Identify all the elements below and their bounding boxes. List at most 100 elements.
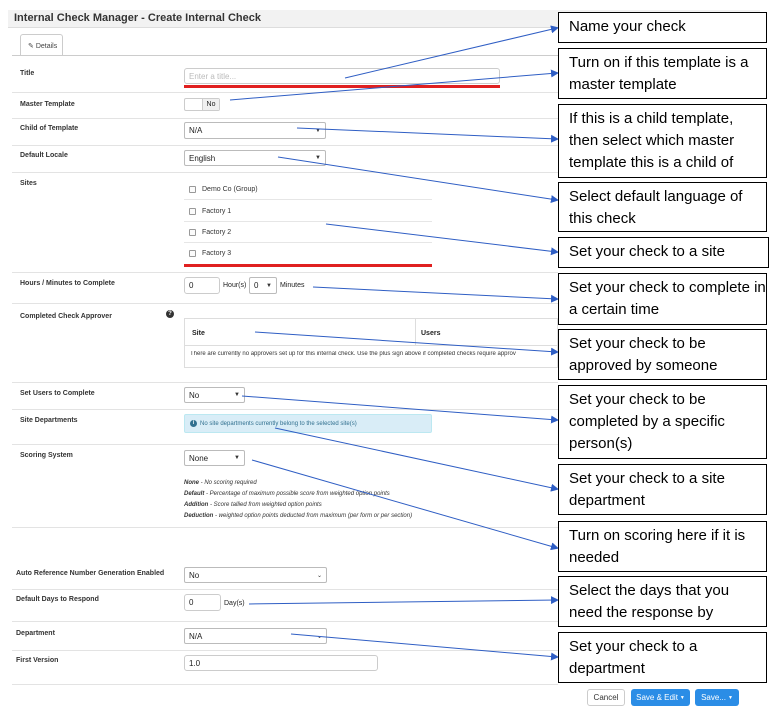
divider xyxy=(12,172,558,173)
tab-divider xyxy=(12,55,558,56)
default-days-input[interactable]: 0 xyxy=(184,594,221,611)
approver-empty-text: There are currently no approvers set up … xyxy=(190,351,516,357)
scoring-option-desc: Default - Percentage of maximum possible… xyxy=(184,491,390,497)
title-red-underline xyxy=(184,85,500,88)
child-of-template-label: Child of Template xyxy=(20,125,79,132)
set-users-select[interactable]: No ▼ xyxy=(184,387,245,403)
divider xyxy=(12,621,558,622)
divider xyxy=(12,303,558,304)
default-days-label: Default Days to Respond xyxy=(16,596,99,603)
master-template-label: Master Template xyxy=(20,101,75,108)
site-checkbox-item[interactable]: Demo Co (Group) xyxy=(184,179,432,200)
approver-table-header: Site Users xyxy=(185,319,557,346)
site-departments-label: Site Departments xyxy=(20,417,78,424)
arrow-department xyxy=(290,633,559,661)
scoring-option-desc: None - No scoring required xyxy=(184,480,257,486)
approver-label: Completed Check Approver xyxy=(20,313,112,320)
column-users: Users xyxy=(421,330,441,337)
divider xyxy=(12,272,558,273)
set-users-label: Set Users to Complete xyxy=(20,390,95,397)
pencil-icon: ✎ xyxy=(28,43,34,50)
chevron-down-icon: ▼ xyxy=(234,455,240,461)
divider xyxy=(12,382,558,383)
column-divider xyxy=(415,319,416,346)
master-template-toggle[interactable]: No xyxy=(184,98,220,111)
auto-ref-label: Auto Reference Number Generation Enabled xyxy=(16,570,165,577)
callout-approver: Set your check to be approved by someone xyxy=(558,329,767,380)
scoring-label: Scoring System xyxy=(20,452,73,459)
default-locale-label: Default Locale xyxy=(20,152,68,159)
title-label: Title xyxy=(20,70,35,77)
divider xyxy=(12,684,558,685)
hours-input[interactable]: 0 xyxy=(184,277,220,294)
minutes-unit: Minutes xyxy=(280,282,305,289)
tab-details-label: Details xyxy=(35,43,58,50)
divider xyxy=(12,527,558,528)
arrow-site-departments xyxy=(274,427,559,492)
chevron-down-icon: ▼ xyxy=(266,282,272,289)
chevron-down-icon: ▼ xyxy=(315,127,321,134)
tab-details[interactable]: ✎ Details xyxy=(20,34,63,56)
scoring-option-desc: Deduction - weighted option points deduc… xyxy=(184,513,413,519)
hours-unit: Hour(s) xyxy=(223,282,247,289)
callout-site-department: Set your check to a site department xyxy=(558,464,767,515)
save-button[interactable]: Save... ▼ xyxy=(695,689,739,706)
sites-red-underline xyxy=(184,264,432,267)
first-version-input[interactable]: 1.0 xyxy=(184,655,378,671)
site-departments-info: i No site departments currently belong t… xyxy=(184,414,432,433)
callout-department: Set your check to a department xyxy=(558,632,767,683)
arrow-hours xyxy=(312,286,559,303)
info-icon: i xyxy=(190,420,197,427)
default-locale-select[interactable]: English ▼ xyxy=(184,150,326,166)
divider xyxy=(12,92,558,93)
divider xyxy=(12,145,558,146)
callout-set-users: Set your check to be completed by a spec… xyxy=(558,385,767,459)
sites-label: Sites xyxy=(20,180,37,187)
department-label: Department xyxy=(16,630,55,637)
cancel-button[interactable]: Cancel xyxy=(587,689,625,706)
callout-hours: Set your check to complete in a certain … xyxy=(558,273,767,325)
save-edit-button[interactable]: Save & Edit ▼ xyxy=(631,689,690,706)
checkbox[interactable] xyxy=(189,228,196,236)
checkbox[interactable] xyxy=(189,185,196,193)
department-select[interactable]: N/A ⌄ xyxy=(184,628,327,644)
divider xyxy=(12,118,558,119)
caret-down-icon: ▼ xyxy=(727,694,733,701)
site-checkbox-item[interactable]: Factory 2 xyxy=(184,222,432,243)
child-of-template-select[interactable]: N/A ▼ xyxy=(184,122,326,139)
chevron-down-icon: ⌄ xyxy=(316,633,322,640)
scoring-option-desc: Addition - Score tallied from weighted o… xyxy=(184,502,322,508)
first-version-label: First Version xyxy=(16,657,59,664)
chevron-down-icon: ▼ xyxy=(234,392,240,398)
auto-ref-select[interactable]: No ⌄ xyxy=(184,567,327,583)
checkbox[interactable] xyxy=(189,250,196,257)
divider xyxy=(12,650,558,651)
callout-master-template: Turn on if this template is a master tem… xyxy=(558,48,767,99)
callout-child-template: If this is a child template, then select… xyxy=(558,104,767,178)
master-template-value: No xyxy=(202,99,219,110)
site-checkbox-item[interactable]: Factory 3 xyxy=(184,243,432,264)
page-title: Internal Check Manager - Create Internal… xyxy=(14,12,261,24)
title-input[interactable]: Enter a title... xyxy=(184,68,500,84)
divider xyxy=(12,409,558,410)
approver-table: Site Users There are currently no approv… xyxy=(184,318,558,368)
arrow-child-template xyxy=(296,127,559,143)
callout-site: Set your check to a site xyxy=(558,237,769,268)
hours-minutes-label: Hours / Minutes to Complete xyxy=(20,280,115,287)
callout-locale: Select default language of this check xyxy=(558,182,767,232)
column-site: Site xyxy=(192,330,205,337)
divider xyxy=(12,589,558,590)
chevron-down-icon: ▼ xyxy=(315,155,321,161)
callout-scoring: Turn on scoring here if it is needed xyxy=(558,521,767,572)
divider xyxy=(12,444,558,445)
callout-default-days: Select the days that you need the respon… xyxy=(558,576,767,627)
minutes-select[interactable]: 0 ▼ xyxy=(249,277,277,294)
site-checkbox-item[interactable]: Factory 1 xyxy=(184,201,432,222)
arrow-default-days xyxy=(248,596,559,605)
scoring-select[interactable]: None ▼ xyxy=(184,450,245,466)
help-icon[interactable]: ? xyxy=(166,310,174,318)
callout-name-check: Name your check xyxy=(558,12,767,43)
checkbox[interactable] xyxy=(189,207,196,215)
default-days-unit: Day(s) xyxy=(224,600,245,607)
